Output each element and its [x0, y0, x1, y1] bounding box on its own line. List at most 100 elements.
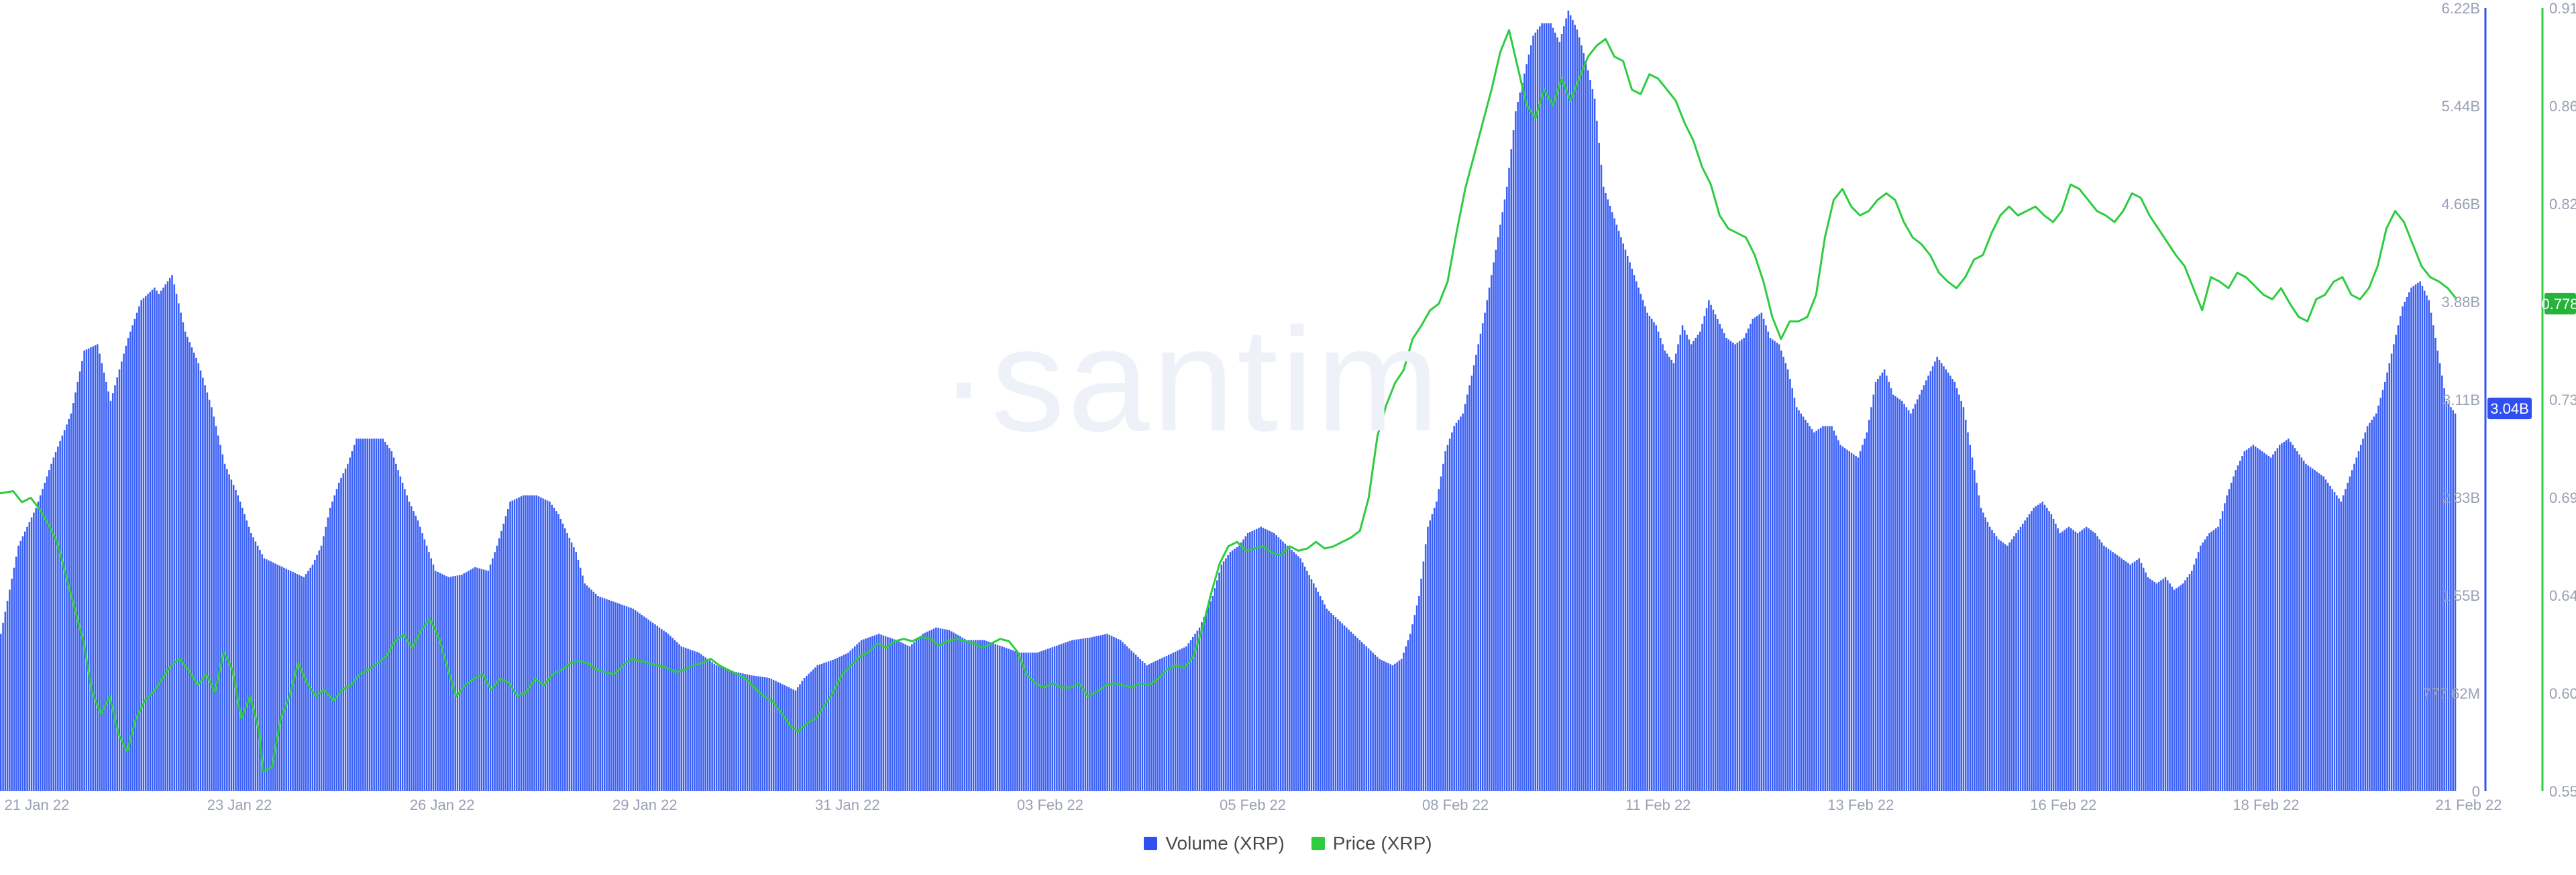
volume-bar	[2114, 553, 2116, 791]
volume-bar	[1110, 636, 1113, 791]
volume-bar	[1802, 416, 1805, 791]
volume-bar	[2331, 489, 2334, 791]
volume-bar	[1275, 535, 1277, 791]
volume-bar	[1363, 644, 1365, 791]
volume-bar	[2259, 449, 2261, 791]
current-price-label: 0.778	[2541, 296, 2576, 312]
volume-bar	[2300, 457, 2303, 791]
volume-bar	[1765, 325, 1767, 792]
volume-bar	[1907, 410, 1910, 791]
volume-bar	[408, 502, 411, 791]
volume-bar	[2423, 290, 2426, 791]
volume-bar	[373, 439, 375, 791]
volume-bar	[1741, 339, 1743, 792]
volume-bar	[202, 377, 204, 791]
volume-bar	[1927, 375, 1929, 791]
volume-bar	[1258, 528, 1260, 791]
volume-bar	[1848, 451, 1851, 791]
volume-bar	[2245, 449, 2248, 791]
volume-bar	[272, 562, 274, 791]
volume-bar	[39, 495, 42, 791]
volume-bar	[1690, 344, 1693, 791]
volume-bar	[1943, 366, 1945, 791]
volume-bar	[458, 575, 461, 791]
legend-item-price[interactable]: Price (XRP)	[1311, 833, 1432, 854]
volume-bar	[1251, 530, 1253, 791]
volume-bar	[498, 538, 500, 791]
volume-bar	[1736, 343, 1739, 791]
volume-bar	[1155, 660, 1157, 791]
volume-bar	[913, 642, 915, 791]
volume-bar	[480, 569, 483, 791]
volume-bar	[999, 645, 1001, 791]
volume-bar	[1291, 550, 1293, 791]
volume-bar	[1370, 650, 1372, 791]
volume-bar	[66, 424, 68, 791]
volume-bar	[103, 372, 105, 791]
volume-bar	[506, 509, 509, 791]
volume-bar	[1198, 627, 1201, 791]
volume-bar	[2298, 454, 2300, 791]
volume-bar	[2369, 422, 2371, 791]
volume-bar	[843, 654, 845, 791]
volume-bar	[1593, 99, 1596, 792]
volume-bar	[1784, 363, 1787, 791]
volume-bar	[1222, 561, 1225, 791]
volume-bar	[2265, 454, 2267, 791]
volume-bar	[1032, 652, 1034, 791]
price-axis-tick-label: 0.734	[2549, 392, 2576, 408]
volume-bar	[2412, 286, 2415, 791]
price-axis-tick-label: 0.823	[2549, 196, 2576, 213]
volume-bar	[1067, 642, 1069, 791]
volume-bar	[125, 345, 127, 791]
volume-bar	[1971, 457, 1974, 791]
volume-bar	[1493, 262, 1495, 791]
volume-bar	[1289, 547, 1291, 791]
volume-bar	[2008, 542, 2010, 791]
volume-bar	[265, 559, 268, 791]
volume-bar	[1181, 648, 1183, 791]
volume-bar	[2157, 581, 2160, 791]
volume-bar	[142, 298, 145, 791]
volume-bar	[1550, 23, 1552, 791]
volume-bar	[1016, 652, 1018, 791]
x-axis-tick-label: 18 Feb 22	[2233, 797, 2299, 813]
volume-bar	[1374, 654, 1377, 791]
volume-bar	[2173, 589, 2176, 791]
volume-bar	[1010, 649, 1012, 791]
volume-bar	[2257, 448, 2259, 791]
volume-bar	[689, 649, 692, 791]
volume-bar	[1819, 427, 1822, 791]
volume-bar	[320, 545, 323, 791]
volume-bar	[2318, 473, 2320, 791]
volume-bar	[1776, 343, 1778, 791]
volume-bar	[70, 413, 72, 791]
volume-bar	[632, 608, 635, 791]
volume-bar	[1141, 660, 1144, 791]
legend-item-volume[interactable]: Volume (XRP)	[1144, 833, 1285, 854]
volume-bar	[184, 331, 186, 792]
volume-bar	[561, 523, 564, 791]
volume-bar	[2116, 555, 2118, 791]
volume-bar	[1479, 333, 1482, 792]
volume-bar	[1809, 426, 1811, 791]
volume-bar	[1631, 268, 1633, 792]
volume-bar	[987, 642, 990, 791]
volume-bar	[981, 640, 983, 791]
volume-bar	[2180, 585, 2182, 791]
volume-bar	[1693, 341, 1695, 791]
volume-bar	[770, 679, 773, 791]
volume-bar	[733, 671, 735, 791]
volume-bar	[1383, 660, 1385, 791]
volume-bar	[509, 502, 511, 791]
volume-bar	[1255, 528, 1258, 791]
volume-bar	[356, 439, 358, 791]
volume-bar	[948, 630, 951, 791]
volume-bar	[2443, 388, 2445, 791]
volume-bar	[1717, 318, 1719, 791]
volume-bar	[217, 435, 219, 791]
volume-bar	[17, 545, 19, 791]
volume-bar	[663, 630, 665, 791]
volume-bar	[616, 603, 619, 791]
volume-bar	[316, 555, 318, 791]
